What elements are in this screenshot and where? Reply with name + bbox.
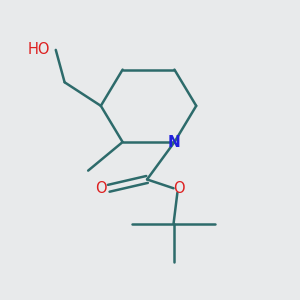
Text: N: N <box>168 134 181 149</box>
Text: HO: HO <box>27 42 50 57</box>
Text: O: O <box>173 181 185 196</box>
Text: O: O <box>96 181 107 196</box>
